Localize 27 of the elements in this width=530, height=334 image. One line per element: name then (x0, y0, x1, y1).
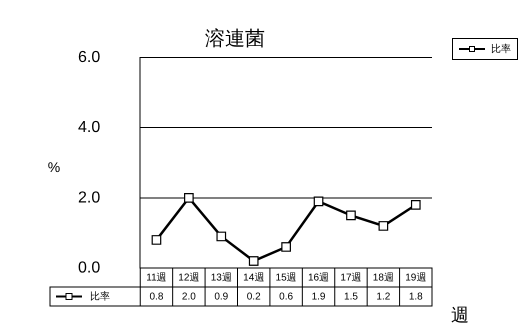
x-tick-label: 15週 (276, 272, 297, 284)
data-label: 1.8 (408, 291, 424, 302)
x-tick-label: 12週 (178, 272, 200, 284)
data-label: 0.8 (150, 291, 164, 302)
data-label: 2.0 (182, 291, 196, 302)
x-tick-label: 18週 (372, 272, 394, 284)
y-tick-label: 4.0 (78, 119, 100, 136)
data-label: 1.9 (312, 291, 326, 302)
x-tick-label: 17週 (340, 272, 362, 284)
data-label: 0.2 (246, 291, 262, 302)
x-tick-label: 11週 (146, 272, 167, 284)
x-tick-label: 14週 (243, 272, 264, 284)
legend-label: 比率 (90, 290, 110, 302)
y-axis-title: % (48, 158, 60, 175)
y-tick-label: 0.0 (78, 259, 100, 276)
data-label: 0.9 (214, 291, 229, 302)
y-tick-label: 2.0 (78, 189, 100, 206)
x-tick-label: 19週 (405, 272, 426, 284)
y-tick-label: 6.0 (78, 49, 100, 66)
legend-box: 比率 (452, 38, 518, 60)
chart-title: 溶連菌 (205, 28, 265, 50)
x-tick-label: 16週 (308, 272, 330, 284)
x-tick-label: 13週 (210, 272, 232, 284)
data-label: 0.6 (279, 291, 294, 302)
data-label: 1.5 (344, 291, 358, 302)
x-axis-title: 週 (451, 304, 469, 325)
data-label: 1.2 (376, 291, 391, 302)
